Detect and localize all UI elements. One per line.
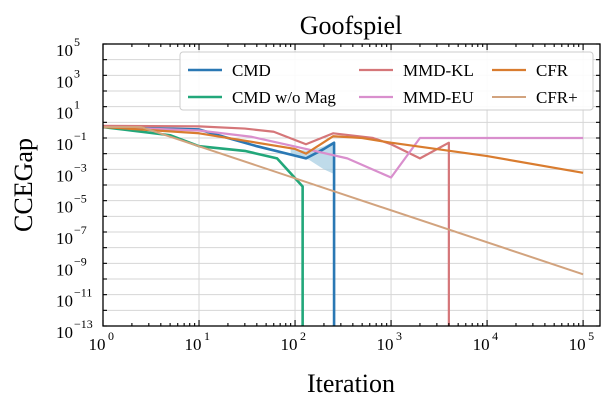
y-tick-label: 10 (56, 292, 73, 311)
x-tick-exponent: 1 (204, 329, 210, 343)
series-line-cmd (102, 125, 336, 326)
y-tick-exponent: −3 (74, 160, 87, 174)
series-line-mmd-kl (102, 124, 450, 326)
legend-label-mmd-kl: MMD-KL (403, 61, 474, 80)
y-tick-label: 10 (56, 41, 73, 60)
x-tick-label: 10 (185, 335, 202, 354)
y-tick-label: 10 (56, 260, 73, 279)
series-layer (102, 124, 584, 326)
y-tick-exponent: 3 (74, 66, 80, 80)
y-tick-label: 10 (56, 72, 73, 91)
legend-label-cmd: CMD (232, 61, 271, 80)
y-tick-exponent: 5 (74, 35, 80, 49)
y-tick-label: 10 (56, 229, 73, 248)
x-tick-exponent: 4 (492, 329, 498, 343)
legend: CMD CMD w/o Mag MMD-KL MMD-EU CFR CFR+ (179, 51, 594, 111)
legend-label-cfr: CFR (536, 61, 569, 80)
y-tick-exponent: −7 (74, 223, 87, 237)
legend-box (179, 51, 594, 111)
chart-title: Goofspiel (300, 11, 403, 40)
y-tick-exponent: −1 (74, 129, 87, 143)
x-tick-label: 10 (473, 335, 490, 354)
legend-label-cmd-wo-mag: CMD w/o Mag (232, 88, 336, 107)
legend-label-mmd-eu: MMD-EU (403, 88, 474, 107)
series-line-cmd-w-o-mag (102, 125, 304, 326)
y-tick-exponent: −9 (74, 254, 87, 268)
x-tick-label: 10 (89, 335, 106, 354)
x-tick-exponent: 5 (588, 329, 594, 343)
x-tick-label: 10 (569, 335, 586, 354)
y-tick-exponent: −5 (74, 192, 87, 206)
series-line-mmd-eu (102, 125, 584, 179)
y-tick-label: 10 (56, 135, 73, 154)
y-tick-label: 10 (56, 323, 73, 342)
x-tick-label: 10 (281, 335, 298, 354)
y-tick-exponent: 1 (74, 98, 80, 112)
series-line-cfr-plus (103, 126, 584, 276)
y-tick-label: 10 (56, 104, 73, 123)
x-tick-exponent: 0 (108, 329, 114, 343)
y-axis-label: CCEGap (9, 138, 38, 232)
x-tick-exponent: 3 (396, 329, 402, 343)
series-line-cfr (102, 125, 584, 174)
x-tick-exponent: 2 (300, 329, 306, 343)
y-tick-exponent: −13 (74, 317, 93, 331)
x-axis-label: Iteration (307, 369, 395, 398)
x-tick-label: 10 (377, 335, 394, 354)
y-tick-exponent: −11 (74, 286, 92, 300)
y-tick-label: 10 (56, 198, 73, 217)
ticks: 10 0 10 1 10 2 10 3 10 4 10 510 510 310 110 −110 −310 −51… (56, 35, 600, 354)
y-tick-label: 10 (56, 166, 73, 185)
legend-label-cfr-plus: CFR+ (536, 88, 578, 107)
